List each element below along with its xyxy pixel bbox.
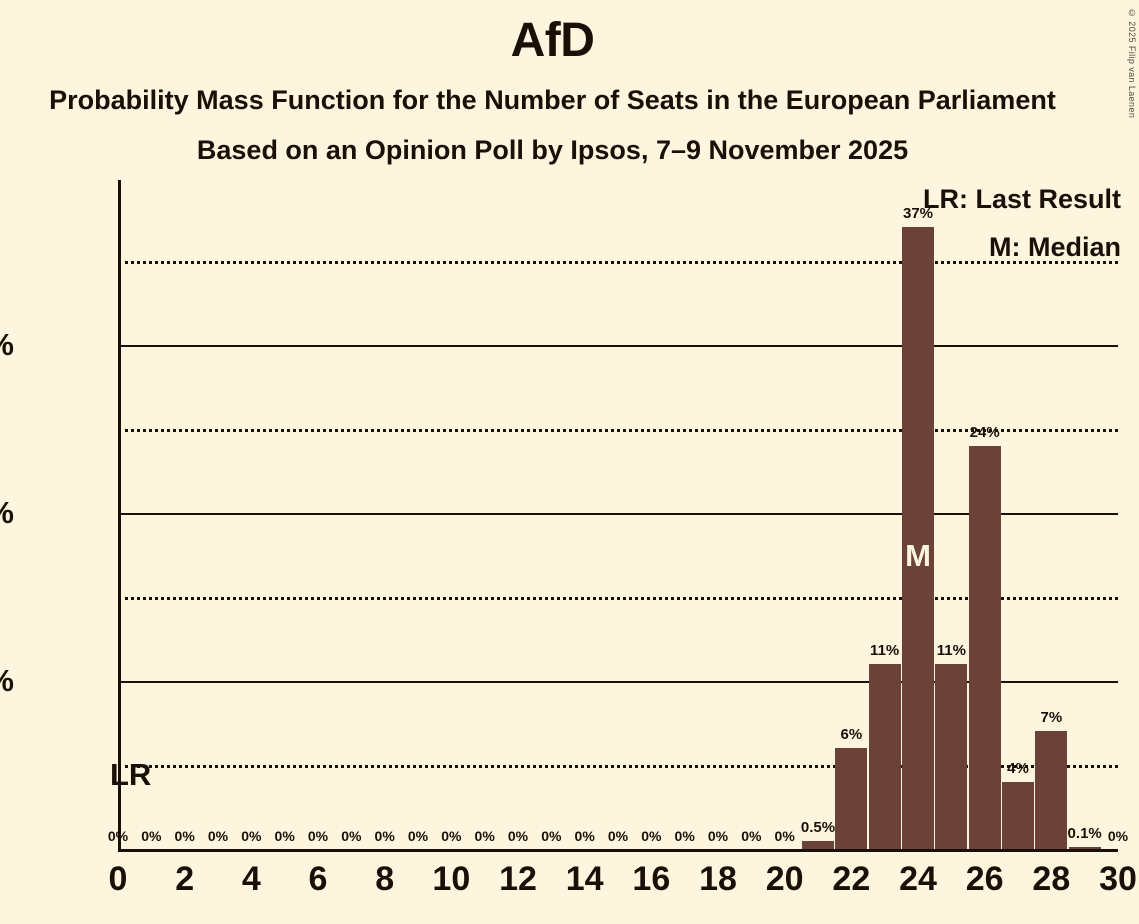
bar-value-seat-20: 0% (774, 828, 795, 844)
x-axis-tick-22: 22 (832, 860, 871, 898)
x-axis-tick-4: 4 (241, 860, 261, 898)
x-axis-tick-8: 8 (375, 860, 395, 898)
bar-value-seat-17: 0% (674, 828, 695, 844)
x-axis-line (118, 849, 1118, 852)
legend-median: M: Median (989, 232, 1121, 262)
legend-last-result: LR: Last Result (922, 184, 1121, 214)
gridline-dotted (118, 764, 1118, 768)
x-axis-tick-28: 28 (1032, 860, 1071, 898)
page-title: AfD (510, 14, 595, 67)
bar-seat-22[interactable] (835, 748, 868, 849)
y-axis-tick-30pct: 30% (0, 327, 14, 363)
bar-value-seat-1: 0% (141, 828, 162, 844)
bar-value-seat-30: 0% (1107, 828, 1129, 844)
bar-seat-28[interactable] (1035, 731, 1068, 849)
copyright-notice: © 2025 Filip van Laenen (1127, 8, 1137, 119)
x-axis-tick-12: 12 (499, 860, 537, 898)
bar-value-seat-11: 0% (474, 828, 495, 844)
x-axis-tick-6: 6 (308, 860, 328, 898)
bar-value-seat-24: 37% (902, 205, 934, 223)
x-axis-tick-20: 20 (765, 860, 804, 898)
bar-seat-26[interactable] (968, 445, 1001, 849)
bar-value-seat-2: 0% (174, 828, 195, 844)
gridline-solid (118, 344, 1118, 347)
bar-value-seat-21: 0.5% (800, 818, 836, 836)
gridline-dotted (118, 260, 1118, 264)
bar-value-seat-10: 0% (441, 828, 462, 844)
bar-value-seat-8: 0% (374, 828, 395, 844)
bar-value-seat-22: 6% (840, 726, 863, 744)
gridline-solid (118, 512, 1118, 515)
median-marker: M (905, 538, 931, 574)
bar-value-seat-15: 0% (607, 828, 629, 844)
bar-value-seat-26: 24% (969, 423, 1000, 441)
bar-seat-23[interactable] (868, 664, 901, 849)
bar-value-seat-23: 11% (870, 642, 900, 660)
y-axis-line (118, 180, 121, 852)
bar-value-seat-4: 0% (241, 828, 262, 844)
bar-value-seat-7: 0% (341, 828, 362, 844)
bar-value-seat-0: 0% (107, 828, 129, 844)
bar-seat-27[interactable] (1002, 781, 1034, 849)
last-result-marker: LR (110, 756, 152, 792)
x-axis-tick-16: 16 (632, 860, 671, 898)
bar-value-seat-14: 0% (574, 828, 595, 844)
plot-area: 0% 0% 0% 0% 0% 0% 0% 0% 0% 0% 0% 0% 0% 0% 0% 0% 0% 0% 0% 0%… (108, 180, 1128, 852)
gridline-solid (118, 680, 1118, 683)
bar-value-seat-6: 0% (307, 828, 329, 844)
bar-value-seat-16: 0% (641, 828, 662, 844)
x-axis-tick-24: 24 (899, 860, 937, 898)
bar-value-seat-29: 0.1% (1067, 825, 1102, 843)
bar-seat-25[interactable] (935, 664, 968, 849)
bar-value-seat-12: 0% (507, 828, 529, 844)
chart-subtitle-primary: Probability Mass Function for the Number… (49, 85, 1056, 115)
bar-value-seat-19: 0% (741, 828, 762, 844)
gridline-dotted (118, 428, 1118, 432)
bar-seat-24[interactable] (902, 227, 934, 849)
bar-value-seat-25: 11% (936, 642, 966, 660)
bar-seat-21[interactable] (802, 840, 834, 849)
bar-value-seat-28: 7% (1040, 709, 1063, 727)
y-axis-tick-10pct: 10% (0, 663, 14, 699)
y-axis-tick-20pct: 20% (0, 495, 14, 531)
x-axis-tick-2: 2 (175, 860, 195, 898)
x-axis-tick-10: 10 (432, 860, 471, 898)
bar-value-seat-3: 0% (207, 828, 229, 844)
bar-seat-29[interactable] (1068, 847, 1101, 849)
x-axis-tick-14: 14 (565, 860, 604, 898)
bar-value-seat-27: 4% (1007, 759, 1029, 777)
bar-value-seat-18: 0% (707, 828, 729, 844)
x-axis-tick-18: 18 (699, 860, 737, 898)
x-axis-tick-30: 30 (1099, 860, 1137, 898)
x-axis-tick-26: 26 (965, 860, 1004, 898)
bar-value-seat-9: 0% (407, 828, 429, 844)
gridline-dotted (118, 596, 1118, 600)
bar-value-seat-5: 0% (274, 828, 295, 844)
x-axis-tick-0: 0 (108, 860, 128, 898)
chart-subtitle-secondary: Based on an Opinion Poll by Ipsos, 7–9 N… (196, 135, 909, 165)
bar-value-seat-13: 0% (541, 828, 562, 844)
